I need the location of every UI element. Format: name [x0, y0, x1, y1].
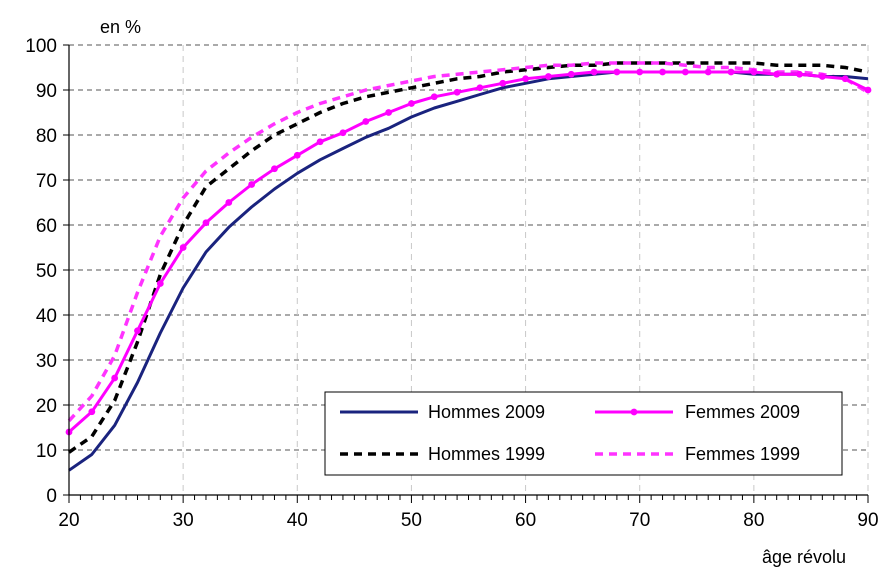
- point-femmes-2009-44: [339, 129, 347, 137]
- point-femmes-2009-90: [864, 86, 872, 94]
- x-tick-label-30: 30: [173, 510, 194, 531]
- series-line-femmes-1999: [67, 61, 869, 422]
- legend-label-hommes-2009: Hommes 2009: [428, 402, 545, 422]
- point-femmes-2009-54: [453, 88, 461, 96]
- point-femmes-2009-68: [613, 68, 621, 76]
- y-tick-label-40: 40: [36, 306, 57, 327]
- point-femmes-2009-76: [704, 68, 712, 76]
- plot-area-frame: [69, 44, 869, 495]
- y-tick-label-100: 100: [25, 36, 57, 57]
- x-tick-label-40: 40: [287, 510, 308, 531]
- series-line-femmes-2009: [68, 70, 869, 434]
- point-femmes-2009-28: [156, 280, 164, 287]
- legend-marker-femmes-2009: [630, 408, 638, 416]
- point-femmes-2009-72: [659, 68, 666, 76]
- x-axis-title: âge révolu: [762, 547, 846, 567]
- point-femmes-2009-58: [499, 79, 507, 87]
- point-femmes-2009-22: [88, 408, 96, 416]
- x-tick-label-50: 50: [401, 510, 422, 531]
- point-femmes-2009-26: [134, 327, 141, 335]
- point-femmes-2009-66: [590, 68, 598, 76]
- point-femmes-2009-36: [248, 181, 256, 188]
- point-femmes-2009-48: [385, 109, 392, 116]
- point-femmes-2009-30: [179, 244, 187, 251]
- series-line-hommes-1999: [68, 61, 869, 454]
- point-femmes-2009-32: [202, 219, 210, 227]
- legend: Hommes 2009 Femmes 2009 Hommes 1999 Femmes …: [324, 391, 843, 476]
- y-tick-label-70: 70: [36, 171, 57, 192]
- series-layer: [65, 61, 872, 472]
- point-femmes-2009-50: [408, 100, 415, 107]
- y-tick-label-30: 30: [36, 351, 57, 372]
- point-femmes-2009-56: [476, 84, 484, 92]
- x-tick-label-60: 60: [515, 510, 536, 531]
- point-femmes-2009-62: [545, 73, 552, 80]
- x-tick-label-20: 20: [58, 510, 79, 531]
- point-femmes-2009-74: [681, 68, 689, 76]
- legend-label-hommes-1999: Hommes 1999: [428, 444, 545, 464]
- point-femmes-2009-60: [522, 75, 529, 83]
- point-femmes-2009-64: [567, 70, 575, 78]
- point-femmes-2009-34: [225, 199, 233, 206]
- y-tick-label-60: 60: [36, 216, 57, 237]
- legend-label-femmes-2009: Femmes 2009: [685, 402, 800, 422]
- y-tick-label-90: 90: [36, 81, 57, 102]
- point-femmes-2009-88: [841, 75, 849, 83]
- point-femmes-2009-82: [773, 70, 781, 78]
- point-femmes-2009-70: [636, 68, 644, 76]
- point-femmes-2009-42: [316, 138, 324, 146]
- legend-label-femmes-1999: Femmes 1999: [685, 444, 800, 464]
- x-tick-label-90: 90: [857, 510, 878, 531]
- point-femmes-2009-86: [818, 73, 826, 80]
- point-femmes-2009-40: [293, 151, 301, 159]
- y-tick-label-10: 10: [36, 441, 57, 462]
- y-tick-label-20: 20: [36, 396, 57, 417]
- x-tick-label-70: 70: [629, 510, 650, 531]
- point-femmes-2009-38: [271, 165, 278, 173]
- point-femmes-2009-52: [430, 93, 438, 101]
- y-tick-label-0: 0: [46, 486, 57, 507]
- point-femmes-2009-84: [796, 70, 803, 78]
- legend-box: [324, 391, 843, 476]
- axes: 0 10 20 30 40 50 60 70 80 90 100 20 30 40 50 60 70 80 90: [25, 36, 878, 531]
- point-femmes-2009-78: [727, 68, 735, 76]
- x-tick-label-80: 80: [743, 510, 764, 531]
- y-tick-label-50: 50: [36, 261, 57, 282]
- point-femmes-2009-46: [362, 118, 370, 125]
- point-femmes-2009-80: [750, 68, 758, 76]
- y-tick-label-80: 80: [36, 126, 57, 147]
- y-axis-title: en %: [100, 17, 141, 37]
- point-femmes-2009-24: [111, 374, 119, 382]
